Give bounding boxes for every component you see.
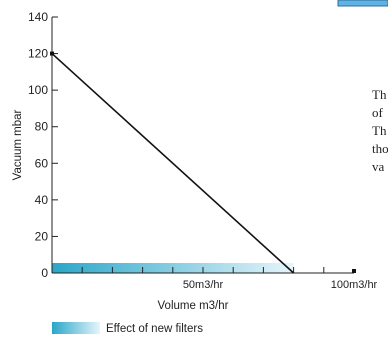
vacuum-volume-line bbox=[51, 52, 295, 274]
x-axis-label: Volume m3/hr bbox=[158, 300, 229, 312]
y-tick-label: 100 bbox=[28, 83, 48, 97]
side-text-line: Th bbox=[372, 123, 387, 138]
legend-swatch bbox=[52, 322, 100, 334]
y-tick-label: 80 bbox=[35, 120, 49, 134]
y-axis-label: Vacuum mbar bbox=[12, 109, 24, 180]
x-tick-label: 50m3/hr bbox=[183, 279, 224, 291]
y-tick-label: 0 bbox=[41, 266, 48, 280]
side-text-line: of bbox=[372, 105, 383, 120]
side-text-line: tho bbox=[372, 141, 388, 156]
legend-label: Effect of new filters bbox=[106, 323, 203, 335]
x-tick-label: 100m3/hr bbox=[331, 279, 378, 291]
y-tick-label: 140 bbox=[28, 10, 48, 24]
y-tick-label: 40 bbox=[35, 193, 49, 207]
top-right-fragment bbox=[337, 0, 388, 7]
side-text-line: va bbox=[372, 159, 385, 174]
side-text-line: Th bbox=[372, 87, 387, 102]
y-tick-label: 60 bbox=[35, 156, 49, 170]
y-tick-label: 20 bbox=[35, 229, 49, 243]
y-tick-label: 120 bbox=[28, 47, 48, 61]
x-axis-end-marker bbox=[352, 269, 356, 273]
